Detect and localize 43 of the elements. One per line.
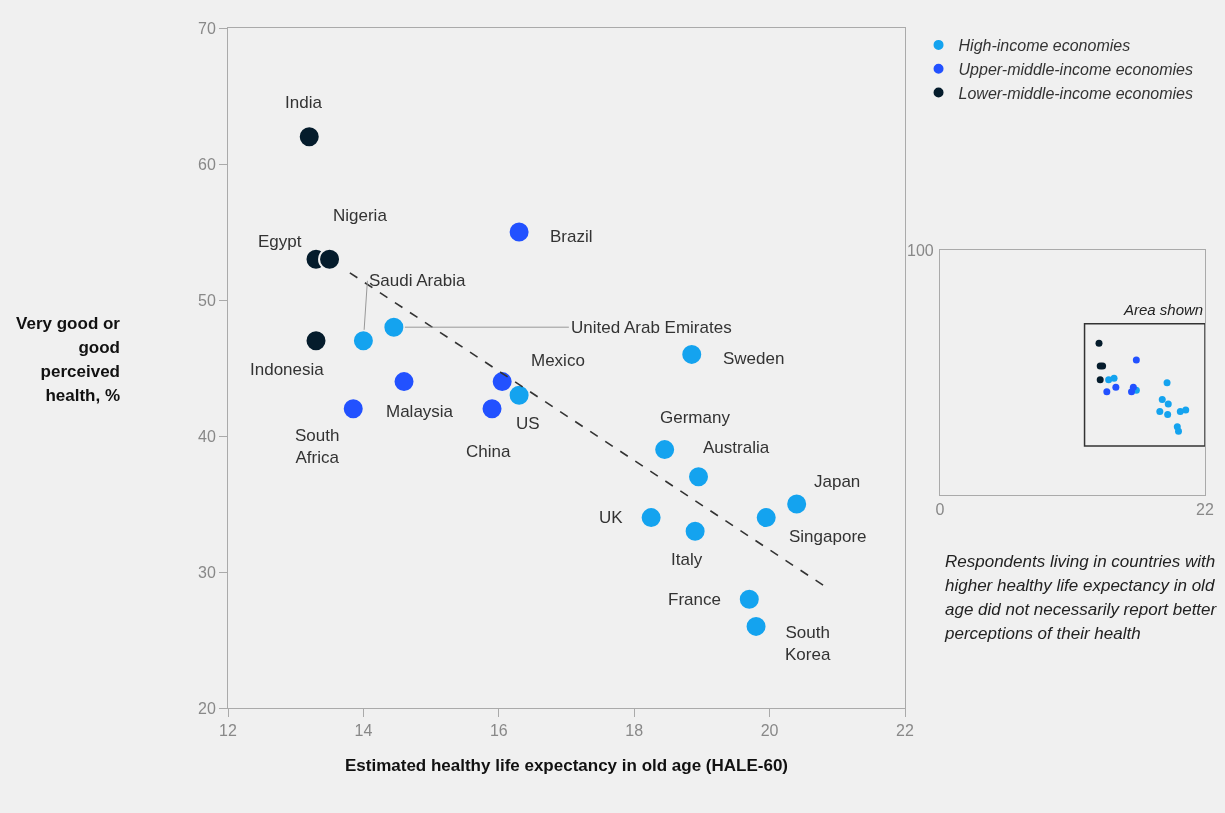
x-axis-title: Estimated healthy life expectancy in old age (HALE-60) <box>344 755 789 775</box>
x-tick-label: 18 <box>625 722 644 740</box>
y-tick-label: 50 <box>198 291 216 309</box>
x-tick-label: 14 <box>354 722 373 740</box>
x-tick-label: 12 <box>219 722 237 740</box>
annotation: Australia <box>703 438 770 457</box>
annotation: Saudi Arabia <box>369 271 466 290</box>
annotation: Nigeria <box>333 206 388 225</box>
annotation: India <box>285 93 323 112</box>
legend-label: Lower-middle-income economies <box>958 84 1194 102</box>
annotation: United Arab Emirates <box>571 318 732 337</box>
annotation: Sweden <box>723 349 785 368</box>
annotation: Malaysia <box>386 402 454 421</box>
annotation: Egypt <box>258 232 302 251</box>
annotation: US <box>516 414 540 433</box>
text: Area shown <box>1123 301 1204 318</box>
annotation: Brazil <box>550 227 593 246</box>
legend-label: Upper-middle-income economies <box>958 60 1194 78</box>
x-tick-label: 20 <box>760 722 779 740</box>
y-axis-title: Very good or good perceived health, % <box>15 313 120 407</box>
y-tick-label: 60 <box>198 155 216 173</box>
y-tick-label: 20 <box>198 699 216 717</box>
y-tick-label: 40 <box>198 427 216 445</box>
annotation: Germany <box>660 408 731 427</box>
x-tick-label: 16 <box>489 722 508 740</box>
annotation: UK <box>599 508 624 527</box>
text: 100 <box>907 242 934 259</box>
y-tick-label: 70 <box>198 19 216 37</box>
legend-label: High-income economies <box>958 37 1131 55</box>
annotation: Indonesia <box>250 360 325 379</box>
x-tick-label: 22 <box>1196 501 1214 519</box>
annotation: France <box>668 590 721 609</box>
x-tick-label: 22 <box>896 722 914 740</box>
text: Respondents living in countries with higher healthy life expectancy in old age did not necessarily report better perceptions of their health <box>945 551 1218 645</box>
x-tick-label: 0 <box>935 501 945 519</box>
annotation: Mexico <box>531 351 585 370</box>
annotation: Singapore <box>789 527 867 546</box>
annotation: China <box>466 442 511 461</box>
annotation: South Korea <box>785 623 831 665</box>
y-tick-label: 30 <box>198 563 216 581</box>
annotation: Japan <box>814 472 861 491</box>
annotation: Italy <box>671 550 703 569</box>
annotation: South Africa <box>295 426 340 468</box>
